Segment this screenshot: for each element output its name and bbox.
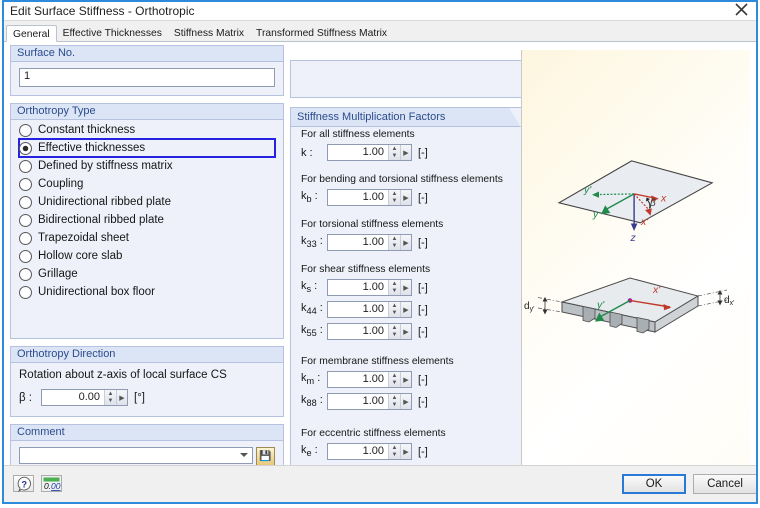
svg-text:dy': dy' [524,301,534,313]
svg-text:?: ? [21,479,27,489]
svg-text:z: z [630,232,637,244]
svg-text:x': x' [652,284,661,296]
svg-text:y': y' [596,299,605,311]
svg-text:x: x [660,193,667,205]
svg-text:β: β [649,198,656,209]
svg-text:y: y [592,209,599,221]
svg-text:00: 00 [51,481,61,491]
svg-text:dx': dx' [724,295,734,307]
svg-text:x': x' [640,216,649,228]
svg-text:y': y' [583,184,592,196]
